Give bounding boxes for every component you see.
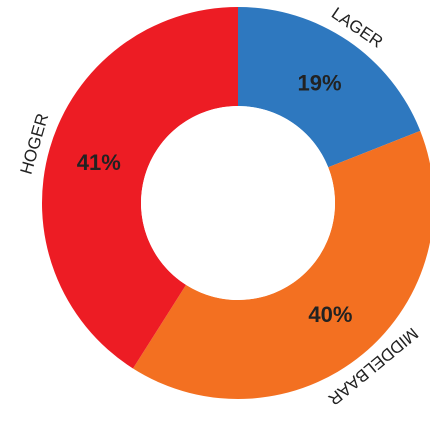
slice-lager xyxy=(238,7,421,168)
value-label-lager: 19% xyxy=(297,71,341,96)
value-label-hoger: 41% xyxy=(77,150,121,175)
slice-middelbaar xyxy=(132,130,430,399)
slice-hoger xyxy=(42,7,239,369)
value-label-middelbaar: 40% xyxy=(308,302,352,327)
donut-hole xyxy=(141,106,335,300)
slices xyxy=(42,7,430,399)
value-labels: 19% 40% 41% xyxy=(77,71,353,328)
